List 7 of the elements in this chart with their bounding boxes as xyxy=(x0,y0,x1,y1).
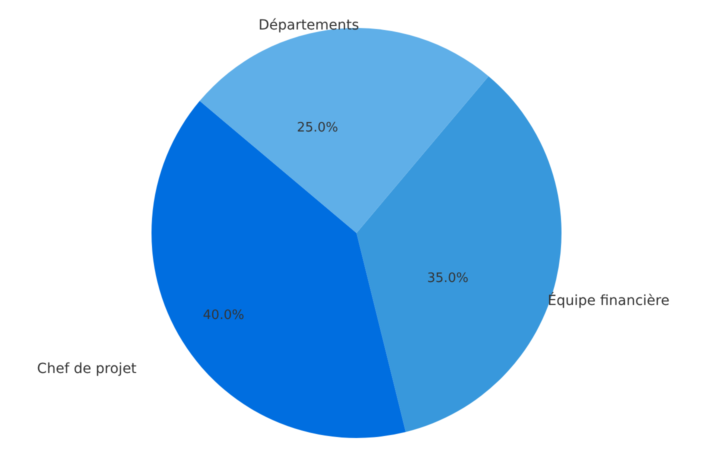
data-label: 40.0% xyxy=(202,308,244,323)
pie-slice xyxy=(152,100,406,438)
data-label: 25.0% xyxy=(296,120,338,136)
slice-label: Chef de projet xyxy=(37,361,138,378)
slice-label: Équipe financière xyxy=(548,292,670,310)
data-label: 35.0% xyxy=(427,270,468,286)
slice-label: Départements xyxy=(258,17,360,34)
